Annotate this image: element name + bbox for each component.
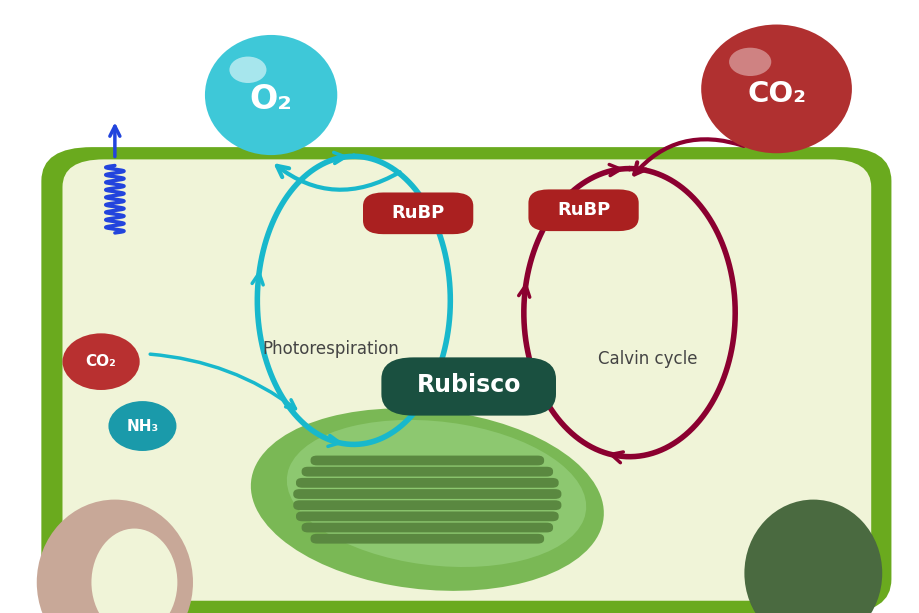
FancyBboxPatch shape [528, 189, 639, 231]
Ellipse shape [744, 500, 882, 613]
FancyBboxPatch shape [311, 455, 544, 465]
Text: O₂: O₂ [250, 83, 292, 116]
Ellipse shape [287, 420, 586, 567]
FancyBboxPatch shape [293, 489, 562, 499]
FancyBboxPatch shape [381, 357, 556, 416]
Ellipse shape [37, 500, 193, 613]
Text: NH₃: NH₃ [126, 419, 159, 433]
Ellipse shape [230, 56, 267, 83]
Text: CO₂: CO₂ [747, 80, 806, 108]
FancyBboxPatch shape [296, 478, 559, 488]
Ellipse shape [91, 528, 177, 613]
Text: CO₂: CO₂ [85, 354, 117, 369]
FancyBboxPatch shape [301, 523, 553, 533]
FancyBboxPatch shape [363, 192, 473, 234]
FancyBboxPatch shape [301, 466, 553, 476]
Text: Photorespiration: Photorespiration [263, 340, 399, 359]
Ellipse shape [251, 408, 604, 591]
Text: RuBP: RuBP [391, 204, 445, 223]
Ellipse shape [205, 35, 337, 155]
Ellipse shape [729, 48, 771, 76]
Ellipse shape [108, 401, 176, 451]
FancyBboxPatch shape [293, 500, 562, 510]
FancyBboxPatch shape [311, 534, 544, 544]
FancyBboxPatch shape [62, 159, 871, 601]
Text: RuBP: RuBP [557, 201, 610, 219]
Ellipse shape [62, 333, 140, 390]
Text: Rubisco: Rubisco [416, 373, 521, 397]
FancyBboxPatch shape [296, 511, 559, 521]
Text: Calvin cycle: Calvin cycle [598, 349, 698, 368]
Ellipse shape [701, 25, 852, 153]
FancyBboxPatch shape [41, 147, 891, 613]
